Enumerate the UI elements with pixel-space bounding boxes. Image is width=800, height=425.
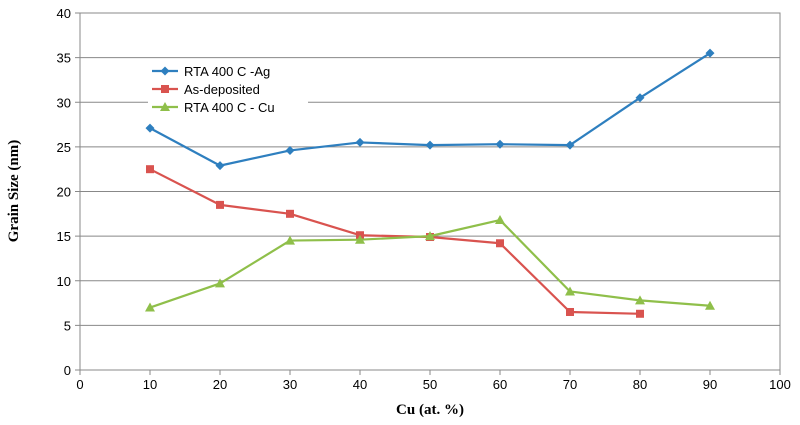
x-tick-label: 0 bbox=[76, 377, 83, 392]
legend-box bbox=[148, 60, 308, 112]
data-point-triangle bbox=[635, 295, 645, 305]
data-point-square bbox=[636, 309, 644, 318]
data-point-triangle bbox=[705, 300, 715, 310]
y-tick-label: 5 bbox=[64, 318, 71, 333]
x-tick-label: 20 bbox=[213, 377, 227, 392]
data-point-diamond bbox=[145, 123, 155, 133]
axes: 0 5 10 15 20 25 30 35 40 0 10 20 30 40 50 60 70 80 90 100 bbox=[57, 6, 791, 392]
x-tick-label: 90 bbox=[703, 377, 717, 392]
data-point-square bbox=[566, 307, 574, 316]
x-tick-label: 30 bbox=[283, 377, 297, 392]
y-tick-label: 25 bbox=[57, 140, 71, 155]
data-point-triangle bbox=[145, 302, 155, 312]
data-point-diamond bbox=[705, 48, 715, 58]
data-point-diamond bbox=[565, 140, 575, 150]
data-point-triangle bbox=[565, 286, 575, 296]
y-axis-title: Grain Size (nm) bbox=[6, 140, 22, 243]
data-point-diamond bbox=[355, 137, 365, 147]
data-point-triangle bbox=[355, 234, 365, 244]
data-point-square bbox=[161, 85, 169, 93]
data-point-square bbox=[146, 165, 154, 174]
data-point-diamond bbox=[215, 161, 225, 171]
data-point-diamond bbox=[635, 93, 645, 103]
y-tick-label: 15 bbox=[57, 229, 71, 244]
y-tick-label: 0 bbox=[64, 363, 71, 378]
x-tick-label: 60 bbox=[493, 377, 507, 392]
data-point-square bbox=[216, 200, 224, 209]
y-tick-label: 35 bbox=[57, 51, 71, 66]
x-tick-label: 40 bbox=[353, 377, 367, 392]
data-point-square bbox=[496, 239, 504, 248]
data-point-diamond bbox=[160, 66, 170, 76]
y-tick-label: 40 bbox=[57, 6, 71, 21]
legend-entry: RTA 400 C - Cu bbox=[152, 100, 275, 115]
data-point-triangle bbox=[285, 235, 295, 245]
data-point-diamond bbox=[495, 139, 505, 149]
series-line bbox=[149, 168, 641, 315]
series-3 bbox=[145, 215, 715, 312]
data-point-diamond bbox=[425, 140, 435, 150]
legend-label: RTA 400 C - Cu bbox=[184, 100, 275, 115]
legend-entry: As-deposited bbox=[152, 82, 260, 97]
data-series bbox=[145, 48, 715, 318]
x-tick-label: 10 bbox=[143, 377, 157, 392]
x-tick-label: 80 bbox=[633, 377, 647, 392]
data-point-triangle bbox=[160, 102, 170, 111]
y-tick-label: 30 bbox=[57, 95, 71, 110]
data-point-square bbox=[286, 209, 294, 218]
x-tick-label: 70 bbox=[563, 377, 577, 392]
data-point-diamond bbox=[285, 145, 295, 155]
y-tick-label: 20 bbox=[57, 185, 71, 200]
data-point-triangle bbox=[495, 215, 505, 225]
x-axis-title: Cu (at. %) bbox=[396, 402, 464, 418]
legend-label: RTA 400 C -Ag bbox=[184, 64, 270, 79]
data-point-triangle bbox=[215, 278, 225, 288]
x-tick-label: 100 bbox=[769, 377, 791, 392]
x-tick-label: 50 bbox=[423, 377, 437, 392]
series-1 bbox=[145, 48, 715, 171]
data-point-triangle bbox=[425, 231, 435, 241]
legend-entry: RTA 400 C -Ag bbox=[152, 64, 270, 79]
legend: RTA 400 C -Ag As-deposited RTA 400 C - Cu bbox=[148, 60, 308, 115]
legend-label: As-deposited bbox=[184, 82, 260, 97]
y-tick-label: 10 bbox=[57, 274, 71, 289]
